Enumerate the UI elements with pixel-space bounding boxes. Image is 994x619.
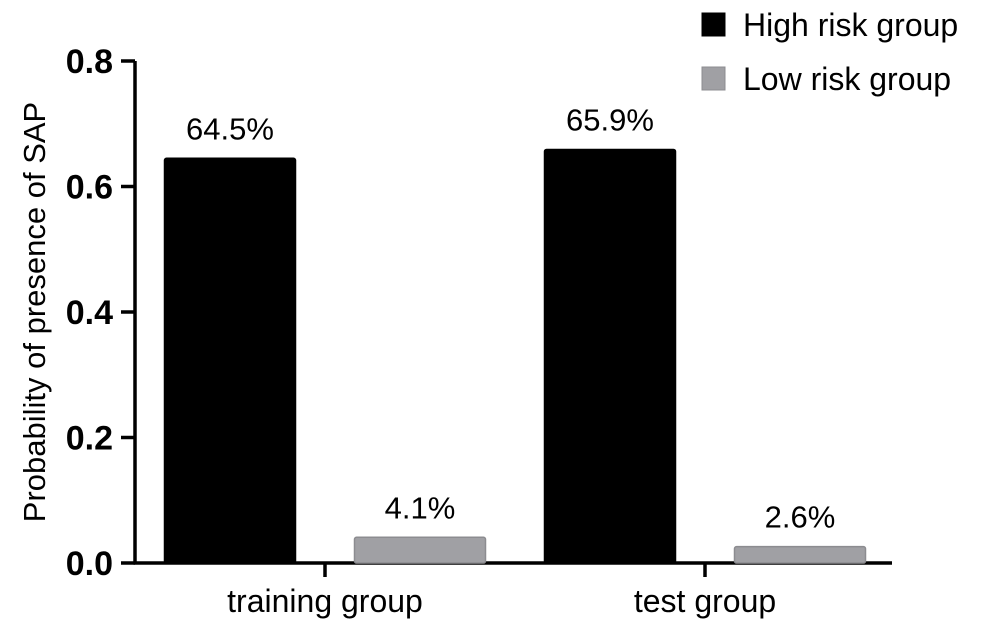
x-tick-label: test group: [634, 583, 776, 619]
data-label: 64.5%: [186, 111, 274, 146]
y-tick-label: 0.2: [66, 420, 113, 458]
bars: [163, 148, 867, 564]
x-axis: training group test group: [133, 561, 892, 619]
y-tick-label: 0.6: [66, 169, 113, 207]
data-label: 4.1%: [385, 490, 456, 525]
legend-label: High risk group: [743, 7, 958, 43]
y-axis: 0.0 0.2 0.4 0.6 0.8: [66, 43, 137, 583]
y-axis-title: Probability of presence of SAP: [17, 102, 52, 522]
legend-swatch: [701, 12, 726, 37]
y-tick-label: 0.4: [66, 294, 113, 332]
y-tick-label: 0.0: [66, 545, 113, 583]
x-tick-label: training group: [227, 583, 423, 619]
data-label: 65.9%: [566, 102, 654, 137]
data-label: 2.6%: [765, 500, 836, 535]
legend: High risk group Low risk group: [701, 7, 958, 97]
bar: [353, 536, 487, 564]
y-tick-label: 0.8: [66, 43, 113, 81]
bar: [543, 148, 677, 564]
bar: [733, 545, 867, 564]
bar: [163, 157, 297, 564]
data-labels: 64.5% 4.1% 65.9% 2.6%: [186, 102, 835, 534]
legend-swatch: [701, 66, 726, 91]
legend-label: Low risk group: [743, 61, 951, 97]
